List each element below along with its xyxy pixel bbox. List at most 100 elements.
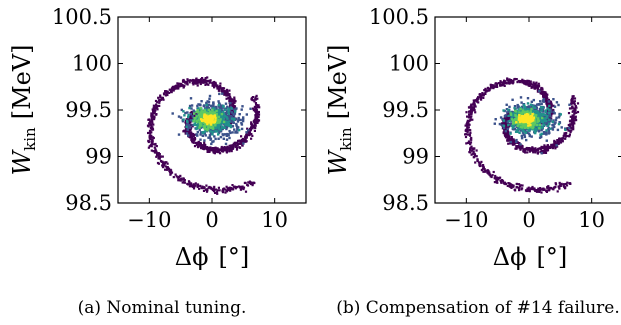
scatter-point-a bbox=[216, 130, 219, 133]
scatter-point-b bbox=[538, 188, 542, 191]
scatter-point-b bbox=[500, 122, 503, 125]
scatter-point-a bbox=[210, 142, 213, 146]
scatter-point-a bbox=[206, 124, 210, 127]
scatter-point-b bbox=[548, 116, 552, 120]
scatter-point-b bbox=[495, 180, 498, 183]
scatter-points-b bbox=[464, 77, 580, 194]
scatter-point-a bbox=[224, 149, 227, 152]
scatter-point-b bbox=[509, 140, 513, 144]
scatter-point-a bbox=[186, 123, 189, 126]
scatter-point-b bbox=[522, 103, 526, 107]
scatter-point-a bbox=[177, 179, 180, 182]
scatter-point-a bbox=[247, 133, 250, 136]
scatter-point-b bbox=[537, 103, 541, 106]
scatter-point-b bbox=[473, 147, 476, 150]
scatter-point-b bbox=[540, 151, 543, 155]
scatter-point-a bbox=[153, 110, 156, 113]
scatter-point-a bbox=[203, 116, 206, 119]
scatter-point-b bbox=[551, 128, 555, 131]
scatter-point-a bbox=[257, 115, 260, 118]
scatter-point-b bbox=[555, 144, 558, 147]
scatter-point-a bbox=[207, 83, 210, 86]
scatter-point-a bbox=[232, 102, 235, 105]
scatter-point-a bbox=[253, 100, 256, 103]
scatter-point-b bbox=[533, 122, 537, 125]
scatter-point-a bbox=[218, 111, 221, 114]
scatter-point-a bbox=[256, 97, 259, 100]
scatter-point-a bbox=[211, 111, 214, 114]
scatter-point-a bbox=[212, 105, 215, 108]
scatter-point-b bbox=[575, 111, 578, 114]
scatter-point-a bbox=[212, 151, 215, 154]
scatter-point-b bbox=[523, 108, 527, 111]
scatter-point-b bbox=[541, 110, 545, 113]
scatter-point-a bbox=[246, 127, 249, 130]
scatter-point-a bbox=[219, 113, 222, 116]
scatter-point-b bbox=[543, 131, 546, 134]
scatter-point-a bbox=[207, 108, 210, 111]
scatter-point-b bbox=[535, 108, 538, 112]
scatter-point-a bbox=[188, 104, 192, 108]
scatter-point-b bbox=[539, 187, 542, 190]
scatter-point-a bbox=[232, 188, 235, 191]
scatter-point-a bbox=[198, 142, 201, 145]
scatter-point-a bbox=[195, 115, 198, 118]
scatter-point-a bbox=[223, 108, 227, 112]
scatter-point-a bbox=[151, 140, 154, 143]
scatter-point-a bbox=[203, 139, 206, 142]
scatter-point-a bbox=[224, 120, 227, 123]
scatter-point-a bbox=[254, 107, 257, 110]
scatter-point-a bbox=[229, 105, 232, 109]
scatter-point-a bbox=[238, 142, 241, 145]
scatter-point-b bbox=[515, 182, 518, 186]
scatter-point-a bbox=[212, 187, 215, 190]
scatter-point-b bbox=[541, 150, 544, 153]
scatter-point-a bbox=[150, 131, 153, 134]
scatter-point-a bbox=[204, 118, 207, 121]
scatter-point-b bbox=[483, 168, 486, 171]
scatter-point-a bbox=[206, 188, 209, 191]
scatter-point-a bbox=[158, 157, 161, 160]
scatter-point-a bbox=[191, 125, 194, 128]
scatter-point-a bbox=[229, 124, 232, 127]
scatter-point-a bbox=[188, 185, 191, 188]
scatter-point-b bbox=[544, 91, 547, 94]
scatter-point-b bbox=[560, 126, 563, 129]
y-tick-label: 99 bbox=[85, 145, 112, 169]
scatter-point-a bbox=[205, 82, 208, 86]
scatter-point-b bbox=[547, 98, 550, 101]
scatter-point-b bbox=[508, 185, 511, 188]
scatter-point-a bbox=[207, 79, 210, 82]
scatter-point-b bbox=[504, 130, 507, 133]
scatter-point-a bbox=[216, 118, 220, 121]
scatter-point-a bbox=[204, 146, 207, 149]
scatter-point-a bbox=[200, 115, 203, 118]
scatter-point-a bbox=[192, 139, 195, 142]
scatter-point-a bbox=[214, 119, 217, 122]
scatter-point-b bbox=[547, 100, 551, 103]
scatter-point-a bbox=[223, 146, 226, 149]
scatter-point-a bbox=[153, 151, 157, 154]
scatter-point-a bbox=[152, 106, 155, 109]
scatter-point-b bbox=[516, 103, 519, 107]
scatter-point-b bbox=[542, 188, 545, 191]
scatter-point-a bbox=[257, 104, 260, 107]
scatter-point-a bbox=[235, 107, 238, 110]
scatter-point-b bbox=[465, 122, 468, 126]
scatter-point-a bbox=[212, 121, 216, 124]
scatter-point-a bbox=[149, 126, 152, 130]
scatter-point-b bbox=[550, 107, 553, 110]
scatter-point-b bbox=[504, 125, 507, 128]
scatter-point-b bbox=[486, 89, 489, 92]
scatter-point-b bbox=[512, 79, 515, 82]
scatter-point-a bbox=[204, 134, 207, 137]
scatter-point-a bbox=[148, 135, 151, 139]
scatter-point-b bbox=[544, 119, 548, 123]
scatter-point-b bbox=[466, 115, 469, 118]
scatter-point-a bbox=[219, 85, 222, 88]
scatter-point-b bbox=[509, 119, 513, 122]
scatter-point-b bbox=[572, 101, 575, 105]
scatter-point-a bbox=[221, 127, 224, 131]
scatter-point-a bbox=[219, 135, 223, 139]
